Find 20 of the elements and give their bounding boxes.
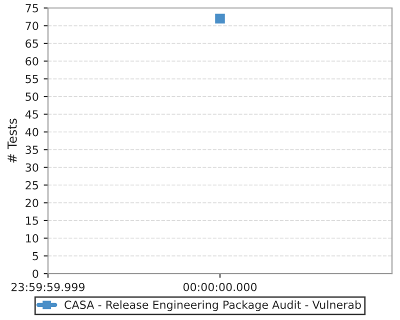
y-tick-label: 25 [26, 181, 38, 190]
y-tick-label: 55 [26, 74, 38, 84]
legend-label: CASA - Release Engineering Package Audit - Vulnerab [64, 300, 361, 312]
y-tick-label: 45 [25, 110, 38, 119]
y-tick-label: 5 [32, 252, 38, 260]
y-tick-label: 70 [26, 22, 38, 30]
y-tick-label: 50 [26, 92, 38, 101]
y-tick-label: 20 [26, 198, 38, 208]
x-tick-label: 00:00:00.000 [183, 282, 257, 292]
y-tick-label: 0 [32, 270, 38, 278]
y-tick-label: 30 [26, 163, 38, 172]
y-tick-label: 65 [26, 39, 38, 48]
y-tick-label: 40 [25, 128, 38, 136]
y-axis-title: # Tests [8, 118, 17, 163]
y-tick-label: 60 [26, 57, 38, 66]
y-tick-label: 35 [26, 146, 38, 154]
y-tick-label: 15 [26, 216, 38, 225]
y-tick-label: 10 [26, 234, 38, 243]
y-tick-label: 75 [26, 4, 38, 12]
x-tick-label: 23:59:59.999 [11, 282, 85, 292]
